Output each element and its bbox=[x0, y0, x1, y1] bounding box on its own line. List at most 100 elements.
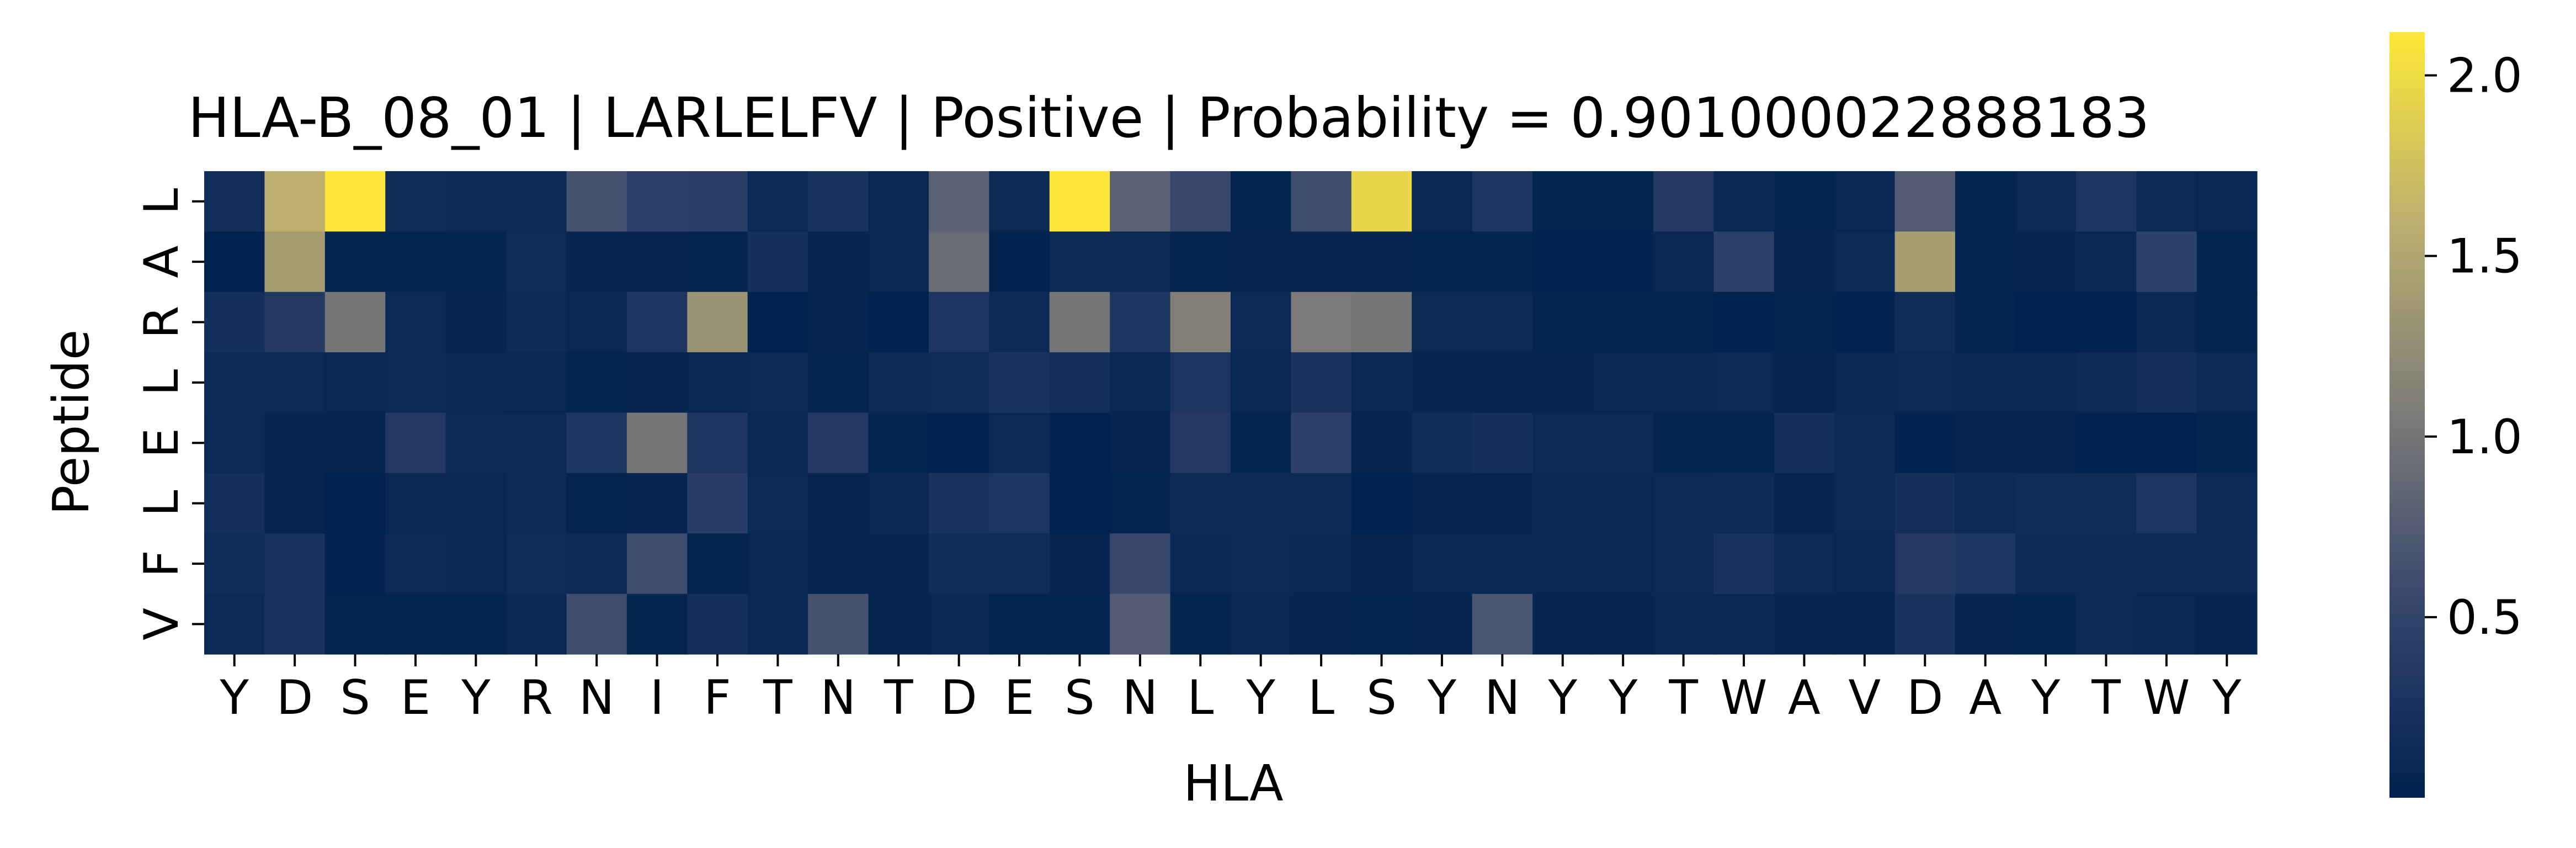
heatmap-cell bbox=[204, 473, 265, 534]
heatmap-cell bbox=[687, 352, 748, 414]
heatmap-cell bbox=[989, 473, 1050, 534]
heatmap-cell bbox=[928, 473, 989, 534]
heatmap-cell bbox=[445, 352, 507, 414]
heatmap-cell bbox=[1653, 533, 1714, 595]
heatmap-cell bbox=[2075, 412, 2137, 474]
heatmap-cell bbox=[2136, 292, 2197, 353]
heatmap-cell bbox=[1834, 171, 1896, 232]
heatmap-cell bbox=[747, 412, 808, 474]
heatmap-cell bbox=[1231, 412, 1292, 474]
heatmap-cell bbox=[2015, 292, 2077, 353]
heatmap-cell bbox=[2075, 171, 2137, 232]
heatmap-cell bbox=[1231, 231, 1292, 293]
x-tick-label: D bbox=[276, 670, 313, 725]
heatmap-cell bbox=[2015, 412, 2077, 474]
x-tick-label: A bbox=[1969, 670, 2002, 725]
heatmap-cell bbox=[2136, 352, 2197, 414]
heatmap-cell bbox=[1894, 352, 1956, 414]
heatmap-cell bbox=[1472, 593, 1533, 655]
heatmap-cell bbox=[626, 593, 688, 655]
heatmap-cell bbox=[1291, 533, 1352, 595]
heatmap-cell bbox=[989, 533, 1050, 595]
colorbar-ticks: 0.5 1.0 1.5 2.0 bbox=[2425, 49, 2522, 645]
heatmap-cell bbox=[506, 171, 567, 232]
heatmap-cell bbox=[506, 292, 567, 353]
x-tick-label: Y bbox=[1427, 670, 1457, 725]
heatmap-cell bbox=[264, 412, 326, 474]
heatmap-cell bbox=[1351, 412, 1412, 474]
x-tick-label: E bbox=[1004, 670, 1034, 725]
heatmap-cell bbox=[1231, 292, 1292, 353]
heatmap-cell bbox=[1532, 593, 1594, 655]
heatmap-cell bbox=[868, 171, 929, 232]
heatmap-cell bbox=[1170, 231, 1231, 293]
heatmap-cell bbox=[928, 352, 989, 414]
colorbar-tick-label: 1.5 bbox=[2447, 229, 2522, 284]
heatmap-cell bbox=[324, 533, 386, 595]
heatmap-cell bbox=[1110, 533, 1171, 595]
heatmap-cell bbox=[1955, 231, 2016, 293]
heatmap-cell bbox=[1713, 171, 1775, 232]
heatmap-cell bbox=[506, 473, 567, 534]
heatmap-cell bbox=[385, 473, 446, 534]
heatmap-cell bbox=[626, 533, 688, 595]
heatmap-cell bbox=[385, 533, 446, 595]
heatmap-cell bbox=[324, 352, 386, 414]
heatmap-cell bbox=[1291, 593, 1352, 655]
heatmap-cell bbox=[1894, 412, 1956, 474]
heatmap-cell bbox=[1653, 352, 1714, 414]
heatmap-cell bbox=[1351, 292, 1412, 353]
heatmap-cell bbox=[1774, 292, 1835, 353]
heatmap-cell bbox=[204, 231, 265, 293]
y-tick-label: L bbox=[134, 490, 189, 517]
heatmap-cell bbox=[2015, 171, 2077, 232]
heatmap-cell bbox=[868, 231, 929, 293]
heatmap-cell bbox=[264, 171, 326, 232]
x-tick-label: R bbox=[520, 670, 553, 725]
heatmap-cell bbox=[1834, 352, 1896, 414]
heatmap-cell bbox=[1894, 231, 1956, 293]
heatmap-cell bbox=[2015, 473, 2077, 534]
heatmap-cell bbox=[1713, 533, 1775, 595]
heatmap-cell bbox=[1291, 292, 1352, 353]
heatmap-cell bbox=[2196, 171, 2258, 232]
heatmap-cell bbox=[1472, 231, 1533, 293]
heatmap-cell bbox=[1834, 412, 1896, 474]
heatmap-cell bbox=[868, 533, 929, 595]
heatmap-cell bbox=[2015, 593, 2077, 655]
heatmap-cell bbox=[1532, 473, 1594, 534]
heatmap-cell bbox=[1894, 593, 1956, 655]
heatmap-cell bbox=[566, 412, 627, 474]
heatmap-cell bbox=[808, 533, 869, 595]
heatmap-cell bbox=[1291, 171, 1352, 232]
heatmap-cell bbox=[1049, 412, 1110, 474]
heatmap-cell bbox=[264, 352, 326, 414]
heatmap-cell bbox=[1351, 533, 1412, 595]
heatmap-cell bbox=[747, 473, 808, 534]
heatmap-cell bbox=[868, 292, 929, 353]
heatmap-cell bbox=[1412, 473, 1473, 534]
x-tick-label: Y bbox=[2031, 670, 2061, 725]
heatmap-cell bbox=[1774, 352, 1835, 414]
heatmap-cell bbox=[1713, 292, 1775, 353]
heatmap-cell bbox=[1170, 473, 1231, 534]
heatmap-cell bbox=[204, 171, 265, 232]
heatmap-cell bbox=[747, 171, 808, 232]
heatmap-cell bbox=[324, 412, 386, 474]
heatmap-cell bbox=[1894, 473, 1956, 534]
heatmap-cell bbox=[928, 292, 989, 353]
heatmap-cell bbox=[868, 412, 929, 474]
heatmap-cell bbox=[1170, 593, 1231, 655]
heatmap-cell bbox=[687, 231, 748, 293]
heatmap-cell bbox=[808, 352, 869, 414]
heatmap-cell bbox=[1713, 412, 1775, 474]
heatmap-cell bbox=[204, 593, 265, 655]
heatmap-cells bbox=[204, 171, 2258, 655]
heatmap-cell bbox=[204, 533, 265, 595]
heatmap-cell bbox=[1049, 292, 1110, 353]
heatmap-cell bbox=[2196, 473, 2258, 534]
heatmap-cell bbox=[506, 352, 567, 414]
heatmap-cell bbox=[1894, 292, 1956, 353]
heatmap-cell bbox=[1834, 231, 1896, 293]
